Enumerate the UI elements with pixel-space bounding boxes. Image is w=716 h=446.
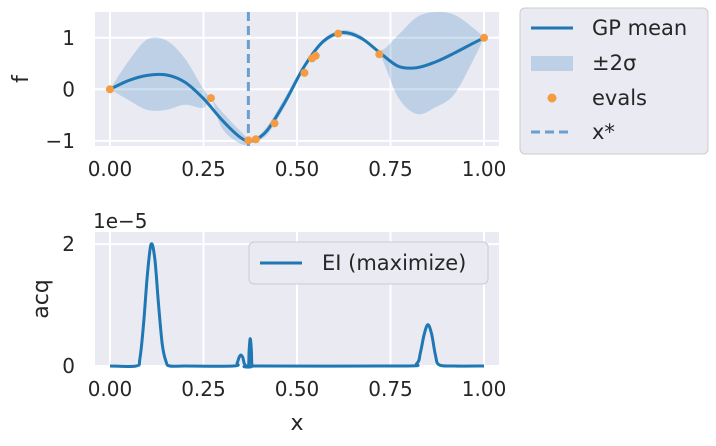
- y-tick-label: 1: [62, 26, 75, 50]
- eval-point: [105, 85, 114, 94]
- eval-point: [300, 68, 309, 77]
- x-tick-label: 1.00: [462, 377, 507, 401]
- x-tick-label: 0.75: [368, 377, 413, 401]
- bottom-legend-frame: [248, 241, 489, 285]
- eval-point: [480, 33, 489, 42]
- y-scale-offset-label: 1e−5: [93, 209, 148, 233]
- bottom-y-tick-labels: 20: [62, 232, 75, 378]
- bottom-y-axis-label: acq: [29, 279, 54, 319]
- eval-point: [375, 50, 384, 59]
- eval-point: [206, 94, 215, 103]
- x-tick-label: 0.75: [368, 157, 413, 181]
- top-y-tick-labels: 1 0 −1: [46, 26, 75, 153]
- x-tick-label: 0.25: [181, 377, 226, 401]
- top-y-axis-label: f: [9, 74, 34, 83]
- x-tick-label: 0.00: [88, 377, 133, 401]
- y-tick-label: 2: [62, 232, 75, 256]
- y-tick-label: 0: [62, 354, 75, 378]
- bottom-x-axis-label: x: [290, 411, 303, 436]
- legend-band-label: ±2σ: [592, 51, 636, 75]
- bottom-legend: EI (maximize): [248, 241, 489, 285]
- eval-point: [251, 135, 260, 144]
- top-legend: GP mean ±2σ evals x*: [519, 7, 709, 155]
- x-tick-label: 0.50: [275, 377, 320, 401]
- evaluation-points: [105, 29, 489, 145]
- eval-point: [270, 119, 279, 128]
- legend-band-swatch: [531, 56, 573, 71]
- legend-ei-label: EI (maximize): [322, 251, 466, 275]
- x-tick-label: 0.25: [181, 157, 226, 181]
- legend-evals-swatch: [547, 93, 557, 103]
- eval-point: [244, 136, 253, 145]
- x-tick-label: 1.00: [462, 157, 507, 181]
- gp-mean-line: [109, 31, 485, 143]
- top-legend-frame: [519, 7, 709, 155]
- legend-x-star-label: x*: [592, 120, 615, 144]
- eval-point: [311, 51, 320, 60]
- eval-point: [334, 29, 343, 38]
- legend-evals-label: evals: [592, 86, 647, 110]
- top-plot: 0.00 0.25 0.50 0.75 1.00 1 0 −1 f: [9, 11, 507, 181]
- bottom-x-tick-labels: 0.00 0.25 0.50 0.75 1.00: [88, 377, 507, 401]
- y-tick-label: −1: [46, 129, 75, 153]
- ei-line: [109, 242, 485, 369]
- y-tick-label: 0: [62, 77, 75, 101]
- x-tick-label: 0.00: [88, 157, 133, 181]
- legend-gp-mean-label: GP mean: [592, 16, 687, 40]
- x-tick-label: 0.50: [275, 157, 320, 181]
- top-x-tick-labels: 0.00 0.25 0.50 0.75 1.00: [88, 157, 507, 181]
